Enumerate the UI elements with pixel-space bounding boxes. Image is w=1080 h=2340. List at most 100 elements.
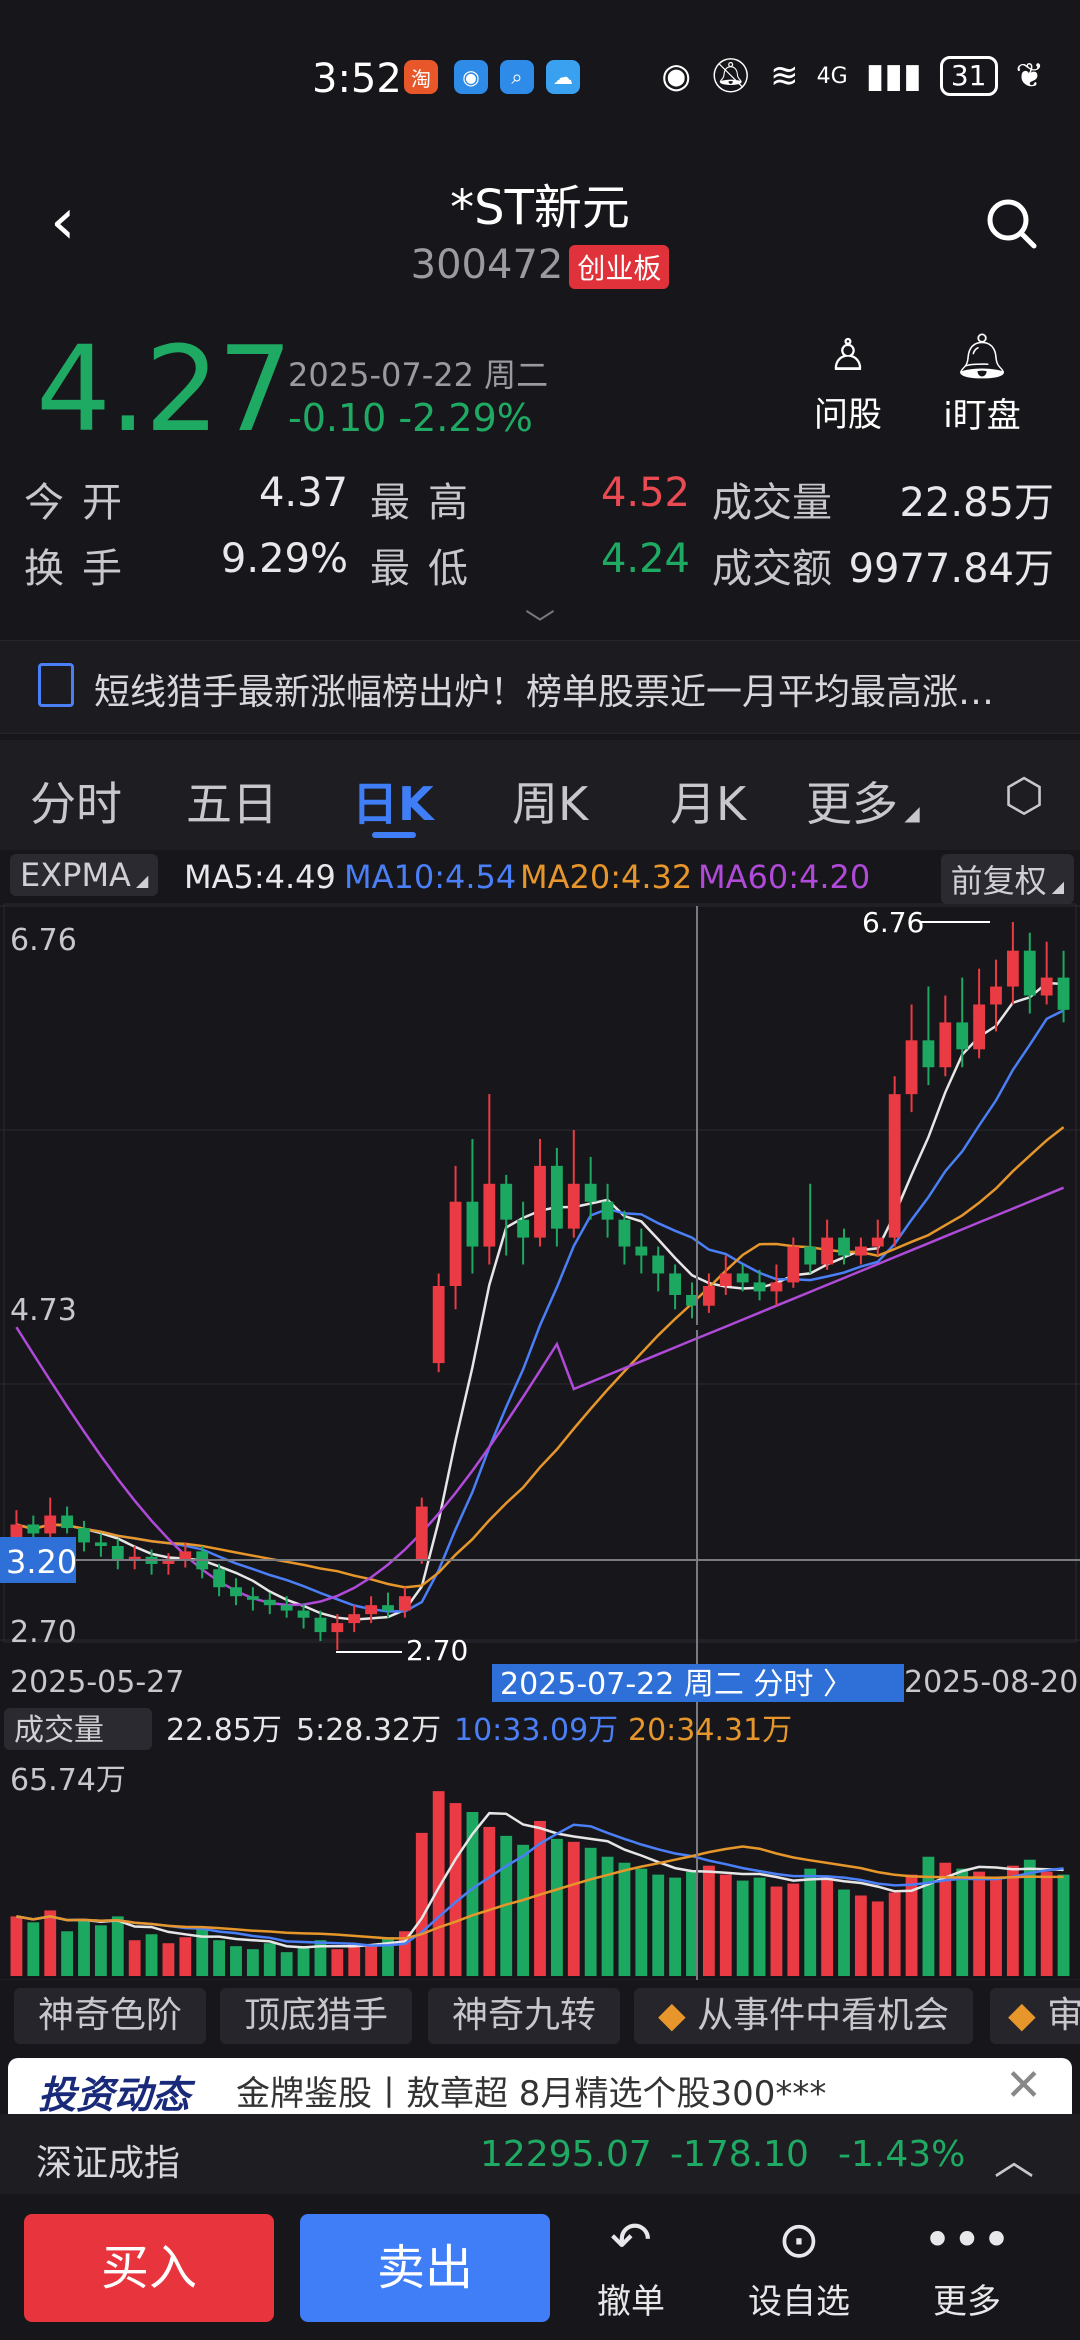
candle-body — [990, 986, 1002, 1005]
candle-body — [1057, 977, 1070, 1010]
cancel-order-button[interactable]: ↶ 撤单 — [566, 2206, 696, 2323]
volume-type: 成交量 — [14, 1713, 104, 1748]
volume-bar — [567, 1841, 580, 1976]
candle-body — [534, 1165, 546, 1238]
adjust-select[interactable]: 前复权 ◢ — [940, 854, 1074, 904]
stat-value-high: 4.52 — [600, 470, 690, 516]
price-change: -0.10 -2.29% — [288, 396, 533, 440]
tab-daily-k[interactable]: 日K — [352, 777, 434, 831]
axis-max: 6.76 — [10, 923, 77, 958]
candle-body — [78, 1528, 90, 1543]
index-ticker[interactable]: 深证成指 12295.07 -178.10 -1.43% ︿ — [0, 2114, 1080, 2194]
close-icon[interactable]: ✕ — [1005, 2060, 1042, 2111]
tab-intraday[interactable]: 分时 — [30, 777, 122, 831]
chip-more[interactable]: ◆ 审 — [990, 1988, 1080, 2044]
candle-body — [1006, 950, 1019, 987]
crosshair-price: 3.20 — [6, 1543, 77, 1581]
indicator-type: EXPMA — [20, 856, 131, 894]
volume-bar — [365, 1946, 378, 1976]
candles — [10, 922, 1070, 1650]
volume-bar — [314, 1940, 327, 1976]
add-watchlist-button[interactable]: ⊙ 设自选 — [734, 2206, 864, 2323]
stock-name: *ST新元 — [450, 180, 630, 236]
volume-bar — [432, 1791, 445, 1976]
caret-icon: ◢ — [1046, 877, 1064, 896]
sell-button[interactable]: 卖出 — [300, 2214, 550, 2322]
taobao-app-icon: 淘 — [404, 60, 438, 94]
volume-bar — [331, 1949, 344, 1976]
indicator-select[interactable]: EXPMA ◢ — [10, 854, 159, 896]
chip-top-bottom[interactable]: 顶底猎手 — [220, 1988, 413, 2044]
tab-weekly-k[interactable]: 周K — [512, 777, 589, 831]
vol-ma20-label: 20:34.31万 — [628, 1713, 792, 1748]
volume-bar — [449, 1803, 462, 1976]
low-marker: 2.70 — [406, 1634, 468, 1667]
volume-bar — [263, 1943, 276, 1976]
candle-body — [567, 1183, 580, 1229]
board-badge: 创业板 — [569, 245, 670, 289]
status-time: 3:52 — [312, 56, 402, 102]
news-banner[interactable]: 短线猎手最新涨幅榜出炉！榜单股票近一月平均最高涨… — [0, 640, 1080, 734]
volume-bar — [145, 1934, 158, 1976]
chip-nine-turn[interactable]: 神奇九转 — [428, 1988, 621, 2044]
candle-body — [111, 1546, 124, 1561]
volume-bar — [905, 1874, 918, 1976]
ad-banner[interactable]: 投资动态 金牌鉴股丨敖章超 8月精选个股300*** ✕ — [8, 2058, 1072, 2114]
more-button[interactable]: ••• 更多 — [902, 2206, 1032, 2323]
search-app-icon: ⌕ — [500, 60, 534, 94]
tab-five-day[interactable]: 五日 — [186, 777, 278, 831]
volume-bar — [162, 1943, 175, 1976]
search-button[interactable] — [984, 196, 1040, 252]
chip-color-scale[interactable]: 神奇色阶 — [14, 1988, 207, 2044]
candle-body — [888, 1094, 901, 1238]
network-type: 4G — [816, 63, 848, 89]
volume-bar — [686, 1871, 698, 1976]
change-percent: -2.29% — [398, 396, 533, 440]
volume-bar — [1023, 1859, 1036, 1976]
candle-body — [297, 1610, 310, 1618]
volume-bar — [44, 1910, 57, 1976]
add-watchlist-label: 设自选 — [748, 2282, 850, 2322]
diamond-icon: ◆ — [658, 1995, 698, 2036]
high-marker: 6.76 — [862, 906, 924, 939]
candle-body — [314, 1617, 327, 1633]
chevron-up-icon[interactable]: ︿ — [994, 2138, 1034, 2184]
stat-label-low: 最低 — [370, 546, 486, 592]
volume-bar — [213, 1940, 226, 1976]
volume-bar — [500, 1835, 513, 1976]
person-icon: ♙ — [828, 330, 868, 381]
candle-body — [753, 1282, 766, 1292]
back-button[interactable]: ‹ — [50, 185, 76, 259]
index-pct: -1.43% — [838, 2134, 966, 2175]
quote-date: 2025-07-22 周二 — [288, 356, 549, 394]
index-name: 深证成指 — [36, 2143, 181, 2184]
chip-event-opportunity[interactable]: ◆ 从事件中看机会 — [634, 1988, 974, 2044]
crosshair-date-box — [492, 1664, 904, 1702]
stock-code: 300472 — [410, 242, 564, 288]
buy-button[interactable]: 买入 — [24, 2214, 274, 2322]
ad-logo: 投资动态 — [38, 2073, 191, 2114]
candle-body — [415, 1506, 428, 1561]
expand-chevron-icon[interactable]: ﹀ — [525, 608, 555, 643]
ask-stock-button[interactable]: ♙ 问股 — [788, 330, 908, 436]
adjust-type: 前复权 — [950, 862, 1047, 900]
vol-ma20-line — [16, 1845, 1064, 1940]
chart-settings-icon[interactable]: ⬡ — [1003, 768, 1044, 822]
kline-chart[interactable]: 3.20 6.76 4.73 2.70 6.76 2.70 2025-05-27… — [0, 900, 1080, 1980]
volume-bar — [584, 1847, 597, 1976]
status-indicators: ◉ 🔕︎ ≋ 4G ▮▮▮ 31 ❦ — [661, 56, 1044, 96]
start-date: 2025-05-27 — [10, 1665, 184, 1700]
candle-body — [618, 1219, 631, 1247]
volume-bar — [415, 1832, 428, 1976]
tab-monthly-k[interactable]: 月K — [670, 777, 747, 831]
ma20-label: MA20:4.32 — [520, 858, 693, 896]
volume-bar — [398, 1931, 411, 1976]
candle-body — [517, 1219, 530, 1238]
candle-body — [382, 1605, 394, 1611]
tab-more[interactable]: 更多 ◢ — [806, 768, 920, 834]
battery-indicator: 31 — [939, 56, 998, 96]
candle-body — [702, 1286, 715, 1306]
watch-button[interactable]: 🔔︎ i盯盘 — [922, 330, 1042, 437]
volume-bar — [736, 1880, 749, 1976]
stat-value-turnover: 9.29% — [220, 536, 348, 582]
